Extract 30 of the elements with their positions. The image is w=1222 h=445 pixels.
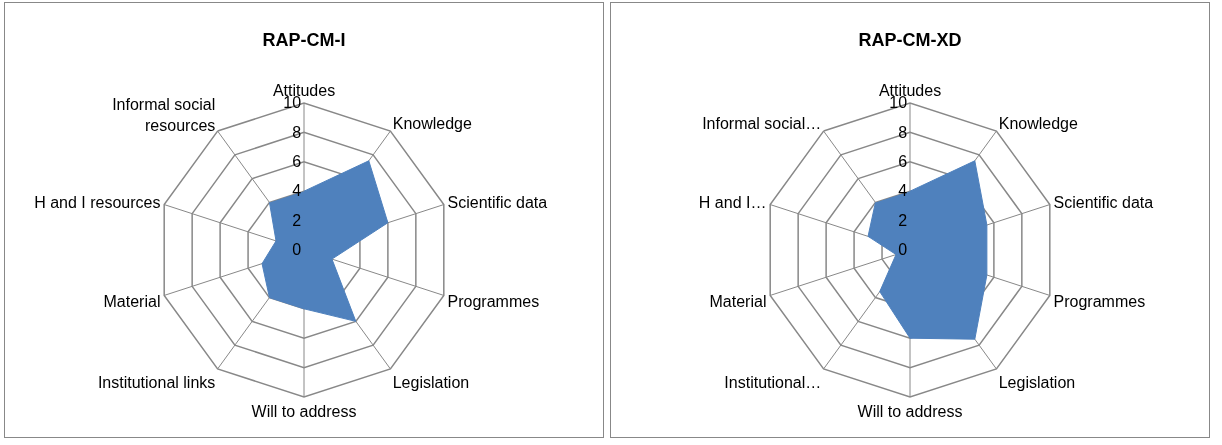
spoke-label: Knowledge (998, 114, 1078, 132)
y-tick-label: 6 (292, 153, 302, 170)
chart-title: RAP-CM-XD (858, 29, 962, 50)
spoke-label: H and I… (698, 193, 767, 211)
y-tick-label: 10 (889, 94, 908, 112)
spoke-label: Scientific data (1053, 193, 1154, 211)
spoke-label: Will to address (857, 402, 963, 420)
y-tick-label: 2 (292, 211, 302, 229)
spoke-label: Knowledge (392, 114, 472, 132)
spoke-label: Institutional links (97, 374, 216, 392)
y-tick-label: 2 (898, 211, 908, 229)
spoke-label: Will to address (251, 402, 357, 420)
y-tick-label: 6 (898, 153, 908, 170)
spoke-label: Legislation (392, 374, 470, 392)
y-tick-label: 8 (292, 123, 302, 141)
spoke-label: Programmes (447, 292, 540, 310)
spoke-label: Informal social resources (112, 95, 216, 134)
y-tick-label: 0 (292, 241, 302, 259)
spoke-label: Material (709, 292, 767, 310)
chart-title: RAP-CM-I (262, 29, 346, 50)
spoke-label: Institutional… (724, 374, 822, 392)
spoke-label: Informal social… (702, 114, 822, 132)
spoke-label: Programmes (1053, 292, 1146, 310)
spoke-label: Legislation (998, 374, 1076, 392)
spoke-label: Material (103, 292, 161, 310)
spoke-label: Scientific data (447, 193, 548, 211)
y-tick-label: 10 (283, 94, 302, 112)
spoke-label: H and I resources (34, 193, 161, 211)
y-tick-label: 0 (898, 241, 908, 259)
y-tick-label: 8 (898, 123, 908, 141)
